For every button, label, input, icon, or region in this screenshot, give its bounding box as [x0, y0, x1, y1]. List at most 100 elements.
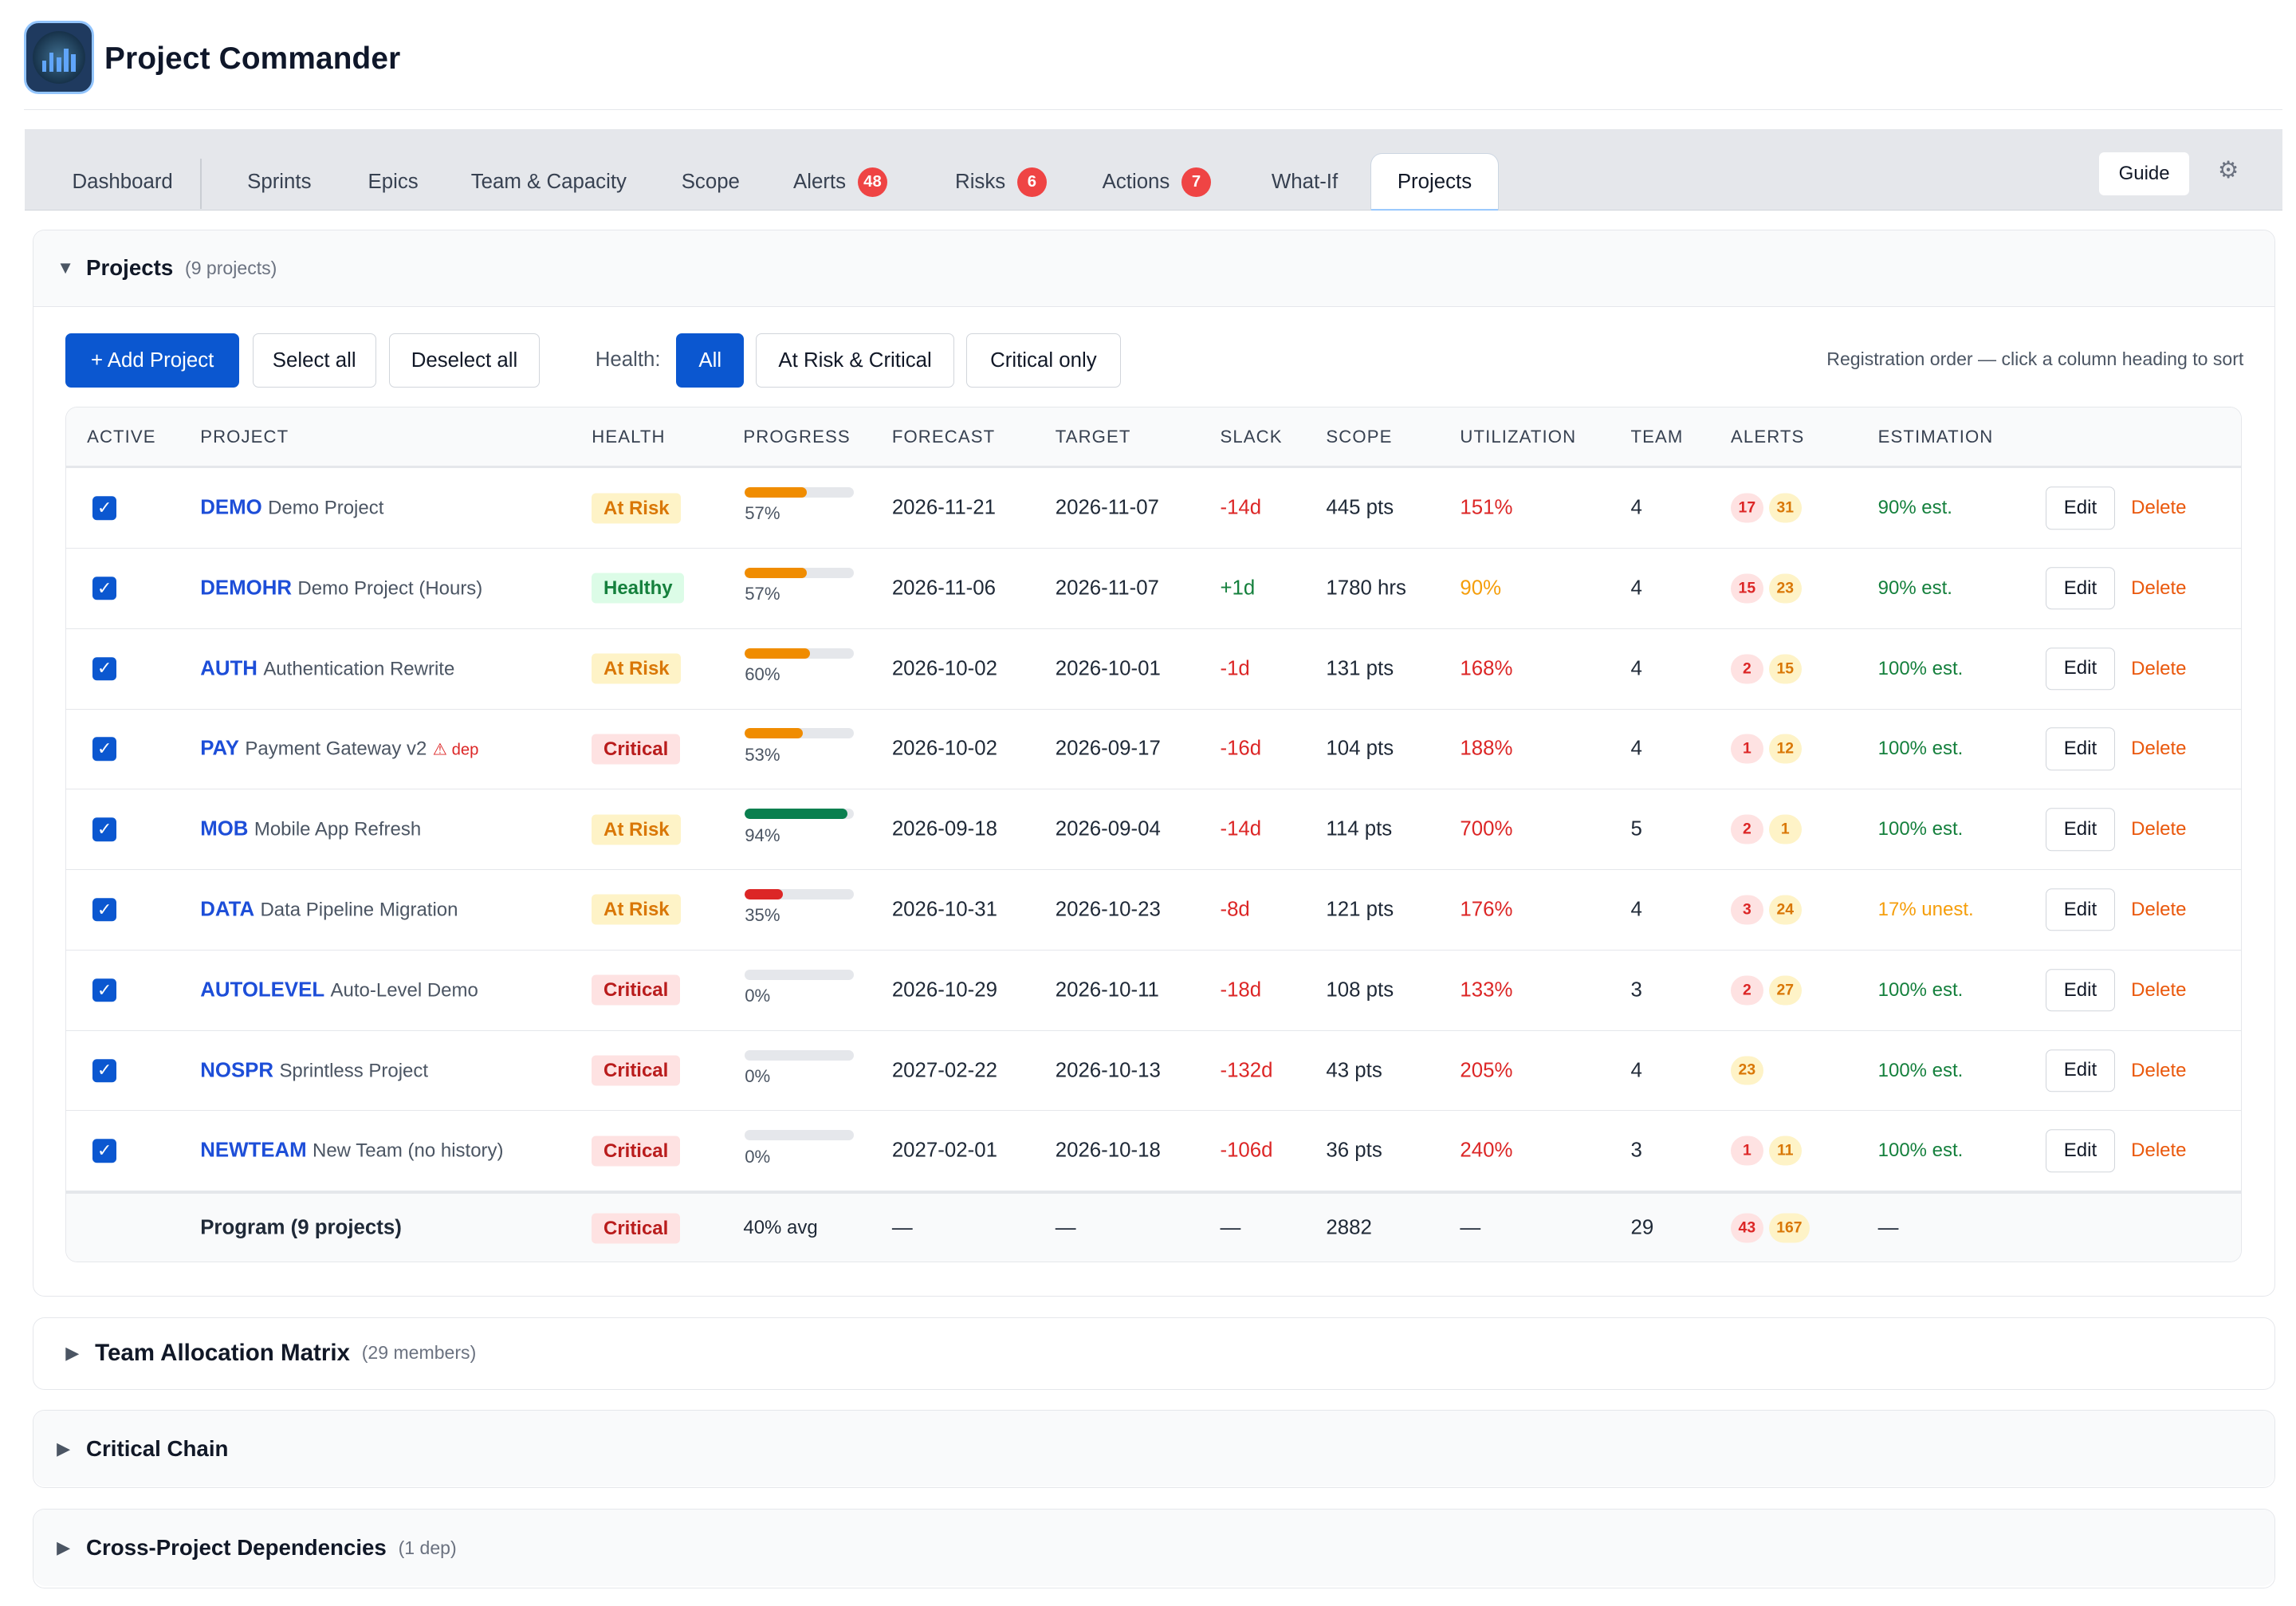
project-code-link[interactable]: NEWTEAM	[200, 1139, 307, 1162]
program-utilization: —	[1460, 1216, 1481, 1239]
delete-link[interactable]: Delete	[2131, 657, 2187, 679]
edit-button[interactable]: Edit	[2046, 567, 2115, 610]
tab-label: Risks	[955, 171, 1006, 194]
progress-fill	[745, 487, 808, 498]
delete-link[interactable]: Delete	[2131, 577, 2187, 599]
alerts-cell: 15 23	[1731, 573, 1807, 604]
active-checkbox[interactable]: ✓	[92, 978, 116, 1002]
select-all-button[interactable]: Select all	[252, 333, 376, 388]
alert-count-critical: 2	[1731, 654, 1763, 684]
active-checkbox[interactable]: ✓	[92, 1058, 116, 1083]
progress-text: 35%	[745, 905, 780, 926]
active-checkbox[interactable]: ✓	[92, 737, 116, 762]
col-utilization[interactable]: UTILIZATION	[1460, 427, 1577, 447]
tab-risks[interactable]: Risks 6	[955, 155, 1047, 211]
tab-dashboard[interactable]: Dashboard	[72, 155, 172, 211]
tab-team-capacity[interactable]: Team & Capacity	[471, 155, 627, 211]
delete-link[interactable]: Delete	[2131, 1140, 2187, 1162]
sort-hint: Registration order — click a column head…	[1826, 348, 2244, 369]
project-code-link[interactable]: NOSPR	[200, 1059, 274, 1082]
project-code-link[interactable]: MOB	[200, 817, 249, 840]
delete-link[interactable]: Delete	[2131, 1059, 2187, 1081]
tab-label: What-If	[1271, 171, 1339, 194]
col-scope[interactable]: SCOPE	[1326, 427, 1393, 447]
tab-what-if[interactable]: What-If	[1272, 155, 1338, 211]
tab-actions[interactable]: Actions 7	[1102, 155, 1212, 211]
col-active[interactable]: ACTIVE	[87, 427, 156, 447]
project-code-link[interactable]: AUTH	[200, 657, 258, 680]
project-cell: AUTOLEVEL Auto-Level Demo	[200, 978, 478, 1002]
col-slack[interactable]: SLACK	[1220, 427, 1283, 447]
dependency-warning[interactable]: ⚠ dep	[432, 741, 479, 759]
slack-value: +1d	[1220, 577, 1256, 600]
guide-button[interactable]: Guide	[2098, 152, 2190, 196]
col-project[interactable]: PROJECT	[200, 427, 289, 447]
tab-label: Actions	[1102, 171, 1170, 194]
alert-count-warning: 23	[1731, 1056, 1763, 1085]
tab-sprints[interactable]: Sprints	[247, 155, 311, 211]
team-allocation-section[interactable]: ▶ Team Allocation Matrix (29 members)	[32, 1317, 2275, 1390]
col-estimation[interactable]: ESTIMATION	[1877, 427, 1994, 447]
filter-all-button[interactable]: All	[676, 333, 745, 388]
expand-triangle-icon: ▶	[57, 1438, 71, 1458]
table-row: ✓ MOB Mobile App Refresh At Risk 94% 2026-09-…	[66, 789, 2242, 871]
delete-link[interactable]: Delete	[2131, 818, 2187, 840]
col-health[interactable]: HEALTH	[592, 427, 666, 447]
estimation-value: 100% est.	[1877, 738, 1964, 760]
filter-critical-only-button[interactable]: Critical only	[965, 333, 1121, 388]
alert-count-critical: 15	[1731, 573, 1763, 604]
active-checkbox[interactable]: ✓	[92, 577, 116, 600]
tab-projects[interactable]: Projects	[1370, 152, 1500, 211]
table-row: ✓ DEMOHR Demo Project (Hours) Healthy 57% 202…	[66, 549, 2242, 629]
health-badge: At Risk	[592, 653, 682, 684]
deselect-all-button[interactable]: Deselect all	[389, 333, 540, 388]
filter-at-risk-critical-button[interactable]: At Risk & Critical	[755, 333, 955, 388]
progress-text: 0%	[745, 1065, 771, 1086]
edit-button[interactable]: Edit	[2046, 486, 2115, 529]
critical-chain-section[interactable]: ▶ Critical Chain	[32, 1410, 2275, 1489]
active-checkbox[interactable]: ✓	[92, 817, 116, 841]
col-alerts[interactable]: ALERTS	[1731, 427, 1805, 447]
active-checkbox[interactable]: ✓	[92, 898, 116, 922]
edit-button[interactable]: Edit	[2046, 888, 2115, 931]
delete-link[interactable]: Delete	[2131, 738, 2187, 760]
gear-icon[interactable]: ⚙	[2217, 156, 2239, 183]
program-alerts: 43 167	[1731, 1213, 1815, 1243]
project-code-link[interactable]: DEMO	[200, 496, 262, 519]
col-progress[interactable]: PROGRESS	[743, 427, 851, 447]
alerts-cell: 23	[1731, 1056, 1769, 1085]
edit-button[interactable]: Edit	[2046, 1129, 2115, 1173]
progress-indicator: 0%	[745, 1130, 854, 1167]
edit-button[interactable]: Edit	[2046, 647, 2115, 691]
tab-scope[interactable]: Scope	[682, 155, 740, 211]
tab-epics[interactable]: Epics	[368, 155, 418, 211]
team-size: 4	[1630, 577, 1642, 600]
project-code-link[interactable]: AUTOLEVEL	[200, 978, 325, 1002]
progress-bar	[745, 728, 854, 739]
edit-button[interactable]: Edit	[2046, 727, 2115, 771]
col-target[interactable]: TARGET	[1055, 427, 1131, 447]
scope-value: 36 pts	[1326, 1139, 1382, 1162]
project-code-link[interactable]: DEMOHR	[200, 577, 292, 600]
progress-text: 94%	[745, 825, 780, 845]
cross-project-dependencies-section[interactable]: ▶ Cross-Project Dependencies (1 dep)	[32, 1509, 2275, 1588]
edit-button[interactable]: Edit	[2046, 1049, 2115, 1092]
active-checkbox[interactable]: ✓	[92, 1139, 116, 1163]
edit-button[interactable]: Edit	[2046, 968, 2115, 1012]
project-code-link[interactable]: PAY	[200, 737, 240, 760]
project-cell: NEWTEAM New Team (no history)	[200, 1140, 503, 1163]
delete-link[interactable]: Delete	[2131, 898, 2187, 920]
projects-section-header[interactable]: ▼ Projects (9 projects)	[33, 230, 2274, 307]
col-forecast[interactable]: FORECAST	[891, 427, 996, 447]
edit-button[interactable]: Edit	[2046, 808, 2115, 851]
active-checkbox[interactable]: ✓	[92, 656, 116, 681]
col-team[interactable]: TEAM	[1630, 427, 1684, 447]
tab-label: Scope	[681, 171, 740, 194]
active-checkbox[interactable]: ✓	[92, 496, 116, 520]
alerts-cell: 1 11	[1731, 1136, 1807, 1166]
delete-link[interactable]: Delete	[2131, 978, 2187, 1001]
project-code-link[interactable]: DATA	[200, 898, 255, 921]
delete-link[interactable]: Delete	[2131, 497, 2187, 519]
tab-alerts[interactable]: Alerts 48	[793, 155, 888, 211]
add-project-button[interactable]: + Add Project	[65, 333, 240, 388]
